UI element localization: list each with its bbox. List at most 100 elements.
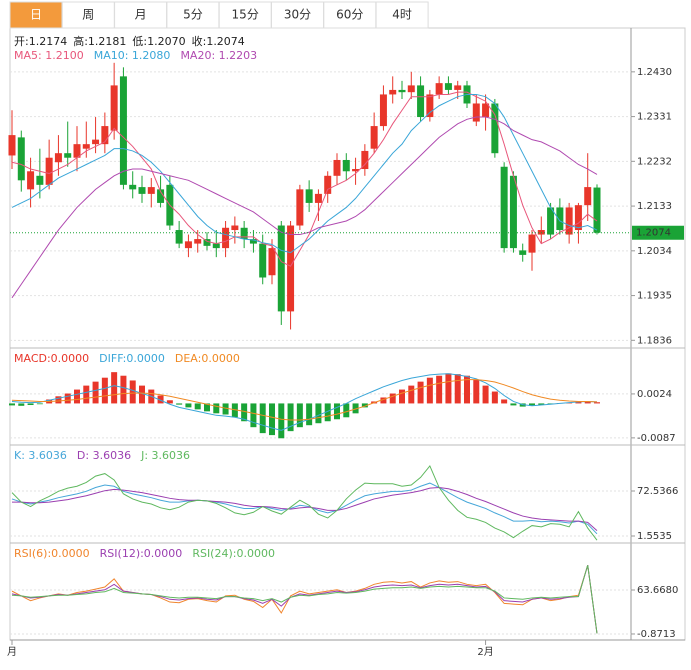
candle-body [509,175,517,249]
candle-body [305,189,313,203]
macd-bar [343,403,350,418]
y-tick-label: 1.2331 [637,112,672,123]
legend-entry: J: 3.6036 [140,449,190,462]
candle-body [240,227,248,240]
y-tick-label: 63.6680 [637,585,678,596]
candle-body [64,153,72,158]
legend-entry: MACD:0.0000 [14,352,89,365]
candle-body [435,83,443,95]
candle-body [231,225,239,231]
macd-bar [399,389,405,404]
macd-bar [473,379,480,404]
macd-bar [74,389,80,404]
candle-body [370,126,378,149]
indicator-line [11,565,598,634]
tab[interactable] [114,1,168,29]
legend-entry: MA10: 1.2080 [94,49,171,62]
candle-body [8,135,16,156]
tab-label[interactable]: 15分 [232,8,259,22]
candle-body [138,187,146,194]
tab-label[interactable]: 5分 [183,8,203,22]
macd-bar [92,381,99,404]
macd-bar [64,393,71,404]
macd-bar [259,403,266,434]
y-tick-label: 1.1836 [637,335,672,346]
indicator-line [11,465,598,541]
tab[interactable] [271,1,324,29]
candle-body [565,207,573,235]
macd-bar [250,403,257,428]
y-tick-label: -0.0087 [637,433,676,444]
macd-bar [575,401,582,404]
indicator-line [11,373,598,431]
candle-body [101,126,109,145]
last-price-label: 1.2074 [636,228,671,239]
candle-body [27,171,35,190]
tab[interactable] [323,1,377,29]
candle-body [584,187,592,206]
macd-bar [352,403,359,414]
candle-body [574,205,582,231]
candle-body [287,225,295,312]
candle-body [472,103,480,122]
candle-body [500,166,508,249]
candle-body [157,189,165,203]
macd-bar [445,373,452,404]
macd-bar [529,403,535,406]
tab-label[interactable]: 4时 [392,8,412,22]
candle-body [407,85,415,93]
tab[interactable] [218,1,272,29]
legend-entry: DEA:0.0000 [175,352,240,365]
macd-bar [231,403,238,418]
candle-body [82,144,90,149]
macd-bar [55,396,62,404]
candle-body [54,153,62,163]
macd-bar [380,397,387,404]
indicator-line [11,565,598,634]
candle-body [519,250,527,255]
y-tick-label: 1.2232 [637,156,672,167]
candle-body [324,175,332,194]
tab[interactable] [61,1,115,29]
macd-bar [594,402,600,404]
candle-body [482,103,490,118]
macd-bar [334,403,340,420]
ohlc-info: 低:1.2070 [132,35,185,48]
macd-bar [538,403,545,406]
macd-bar [361,403,368,408]
candle-body [73,144,81,158]
candle-body [528,234,536,253]
macd-bar [482,385,489,404]
macd-bar [129,380,136,404]
legend-entry: K: 3.6036 [14,449,67,462]
tab-label[interactable]: 月 [135,8,147,22]
candle-body [222,227,230,249]
macd-bar [157,395,164,404]
legend-entry: RSI(24):0.0000 [192,547,275,560]
y-tick-label: 1.2034 [637,246,672,257]
candle-body [17,137,25,181]
tab-label[interactable]: 60分 [336,8,363,22]
candle-body [194,239,202,244]
candle-body [268,248,276,276]
x-tick-label: 月 [7,646,17,658]
candle-body [45,157,53,185]
indicator-line [11,482,598,535]
candle-body [184,241,192,249]
macd-bar [204,403,210,412]
indicator-line [11,93,598,254]
tab-label[interactable]: 周 [82,8,94,22]
tab-label[interactable]: 日 [30,8,42,22]
candle-body [296,189,304,226]
indicator-line [11,379,598,421]
tab[interactable] [375,1,429,29]
macd-bar [18,403,25,406]
y-tick-label: 1.1935 [637,291,672,302]
candle-body [454,85,462,90]
y-tick-label: 72.5366 [637,486,678,497]
candle-body [361,150,369,170]
tab-label[interactable]: 30分 [284,8,311,22]
candle-body [593,187,601,233]
macd-bar [306,403,313,426]
